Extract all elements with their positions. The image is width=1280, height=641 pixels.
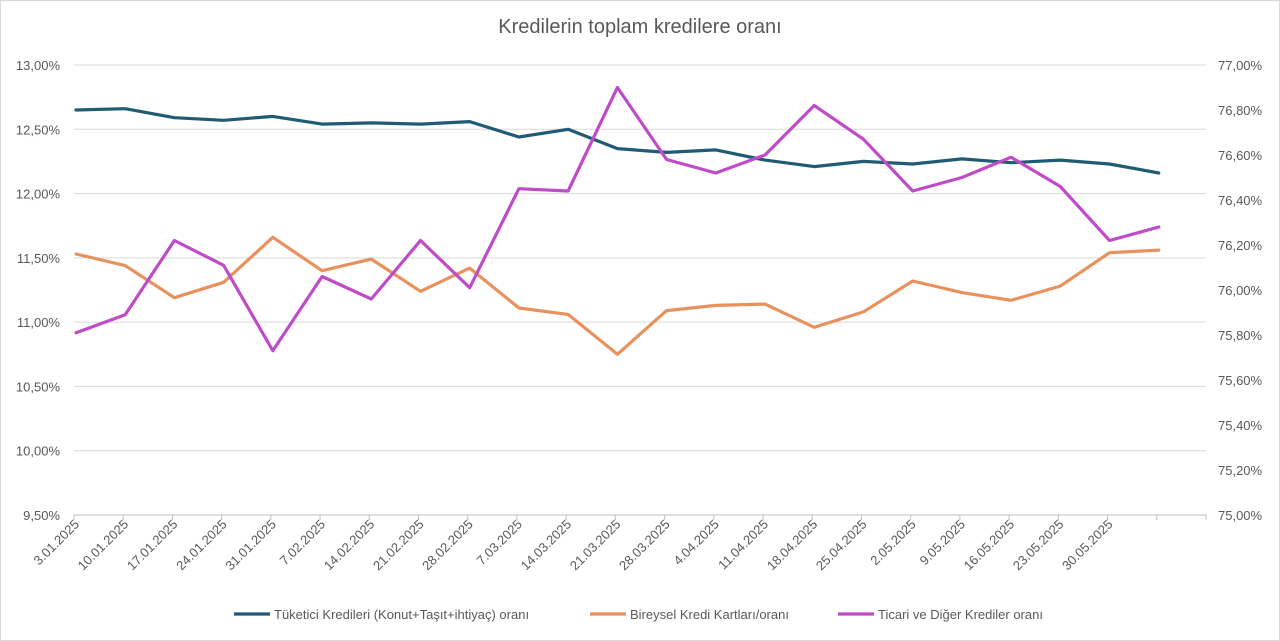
x-tick-label: 25.04.2025	[813, 517, 870, 574]
right-tick-label: 75,20%	[1218, 463, 1263, 478]
left-tick-label: 12,00%	[16, 187, 61, 202]
x-tick-label: 9.05.2025	[916, 517, 968, 569]
x-tick-label: 2.05.2025	[867, 517, 919, 569]
chart-title: Kredilerin toplam kredilere oranı	[498, 16, 782, 38]
x-tick-label: 4.04.2025	[670, 517, 722, 569]
right-tick-label: 77,00%	[1218, 58, 1263, 73]
legend-label-3: Ticari ve Diğer Krediler oranı	[878, 607, 1043, 622]
left-tick-label: 10,00%	[16, 444, 61, 459]
left-axis: 13,00% 12,50% 12,00% 11,50% 11,00% 10,50% 10,0…	[16, 58, 61, 523]
x-tick-label: 30.05.2025	[1059, 517, 1116, 574]
right-tick-label: 75,80%	[1218, 328, 1263, 343]
x-tick-label: 11.04.2025	[715, 517, 771, 573]
right-tick-label: 76,60%	[1218, 148, 1263, 163]
x-tick-label: 18.04.2025	[764, 517, 821, 574]
x-tick-label: 24.01.2025	[173, 517, 230, 574]
x-tick-label: 14.03.2025	[518, 517, 575, 574]
right-tick-label: 76,80%	[1218, 103, 1263, 118]
right-axis: 77,00% 76,80% 76,60% 76,40% 76,20% 76,00% 75,8…	[1218, 58, 1263, 523]
x-tick-label: 17.01.2025	[124, 517, 181, 574]
x-tick-label: 10.01.2025	[75, 517, 132, 574]
x-tick-label: 28.03.2025	[616, 517, 673, 574]
legend-label-1: Tüketici Kredileri (Konut+Taşıt+ihtiyaç)…	[274, 607, 529, 622]
series-line-1	[74, 107, 1161, 175]
left-tick-label: 10,50%	[16, 379, 61, 394]
x-tick-label: 21.03.2025	[567, 517, 624, 574]
left-tick-label: 13,00%	[16, 58, 61, 73]
legend: Tüketici Kredileri (Konut+Taşıt+ihtiyaç)…	[234, 607, 1043, 622]
x-tick-label: 28.02.2025	[419, 517, 476, 574]
left-tick-label: 12,50%	[16, 122, 61, 137]
x-tick-label: 21.02.2025	[370, 517, 427, 574]
legend-label-2: Bireysel Kredi Kartları/oranı	[630, 607, 789, 622]
gridlines	[74, 64, 1206, 516]
right-tick-label: 76,20%	[1218, 238, 1263, 253]
x-tick-label: 31.01.2025	[222, 517, 279, 574]
left-tick-label: 9,50%	[23, 508, 60, 523]
right-tick-label: 75,40%	[1218, 418, 1263, 433]
series-lines	[74, 85, 1161, 356]
x-tick-label: 14.02.2025	[321, 517, 378, 574]
right-tick-label: 76,00%	[1218, 283, 1263, 298]
series-line-3	[74, 85, 1161, 353]
right-tick-label: 76,40%	[1218, 193, 1263, 208]
x-tick-label: 23.05.2025	[1010, 517, 1067, 574]
right-tick-label: 75,00%	[1218, 508, 1263, 523]
series-line-2	[74, 235, 1161, 356]
right-tick-label: 75,60%	[1218, 373, 1263, 388]
x-tick-label: 3.01.2025	[31, 517, 83, 569]
x-tick-label: 7.03.2025	[474, 517, 526, 569]
x-tick-label: 16.05.2025	[961, 517, 1018, 574]
left-tick-label: 11,00%	[17, 315, 61, 330]
x-tick-label: 7.02.2025	[277, 517, 329, 569]
left-tick-label: 11,50%	[17, 251, 61, 266]
x-axis: 3.01.202510.01.202517.01.202524.01.20253…	[31, 514, 1207, 574]
